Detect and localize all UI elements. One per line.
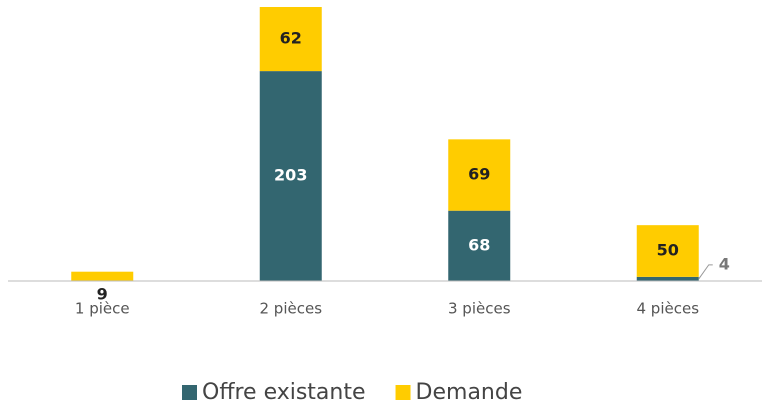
bar-segment <box>71 271 134 281</box>
x-tick-label: 4 pièces <box>636 300 699 318</box>
legend-swatch <box>182 385 197 400</box>
legend-label: Offre existante <box>202 380 366 405</box>
bar-segment <box>448 139 511 211</box>
bar-segment <box>448 210 511 281</box>
x-tick-label: 1 pièce <box>75 300 130 318</box>
bar-segment <box>259 71 322 282</box>
x-tick-label: 3 pièces <box>448 300 511 318</box>
leader-line <box>698 264 713 280</box>
data-label: 68 <box>468 235 490 254</box>
bar-segment <box>636 276 699 281</box>
data-label: 62 <box>280 29 302 48</box>
x-tick-label: 2 pièces <box>259 300 322 318</box>
data-label: 69 <box>468 165 490 184</box>
data-label: 50 <box>657 241 679 260</box>
bar-segment <box>636 225 699 277</box>
data-label: 203 <box>274 166 307 185</box>
data-label: 4 <box>719 254 730 273</box>
legend-swatch <box>395 385 411 400</box>
data-label: 9 <box>97 285 108 304</box>
legend-label: Demande <box>416 380 523 405</box>
bar-segment <box>259 7 322 72</box>
